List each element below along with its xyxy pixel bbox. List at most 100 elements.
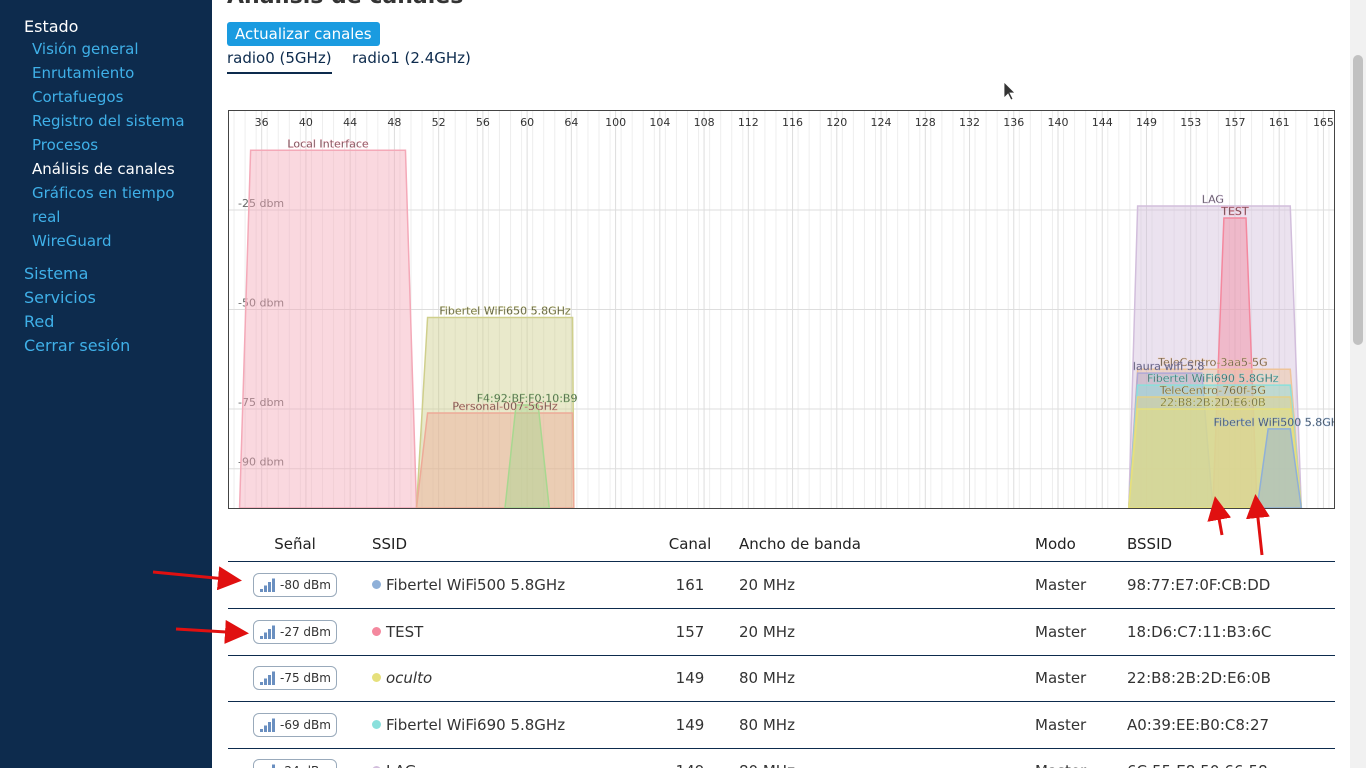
ssid-cell: oculto	[372, 669, 432, 687]
x-tick-label: 48	[387, 116, 401, 129]
network-label: LAG	[1202, 193, 1224, 206]
column-header: BSSID	[1127, 535, 1173, 553]
width-cell: 80 MHz	[739, 762, 795, 768]
x-tick-label: 153	[1180, 116, 1201, 129]
ssid-text: oculto	[386, 669, 433, 687]
channel-cell: 157	[675, 622, 705, 641]
x-tick-label: 149	[1136, 116, 1157, 129]
nav-section[interactable]: Estado	[24, 17, 79, 36]
signal-text: -75 dBm	[280, 671, 331, 685]
signal-bar	[272, 718, 275, 732]
channel-cell: 149	[675, 715, 705, 734]
signal-text: -24 dBm	[280, 760, 331, 768]
signal-bar	[268, 628, 271, 639]
x-tick-label: 56	[476, 116, 490, 129]
mode-cell: Master	[1035, 715, 1087, 734]
nav-section[interactable]: Servicios	[24, 288, 96, 307]
signal-text: -27 dBm	[280, 624, 331, 639]
network-label: Fibertel WiFi690 5.8GHz	[1147, 372, 1279, 385]
x-tick-label: 104	[649, 116, 670, 129]
nav-section[interactable]: Cerrar sesión	[24, 336, 131, 355]
channel-cell: 161	[675, 576, 705, 594]
nav-item[interactable]: Análisis de canales	[32, 160, 175, 178]
sidebar: Estado Visión general Enrutamiento Cortafue…	[0, 0, 212, 768]
channel-cell: 149	[630, 762, 750, 768]
x-tick-label: 136	[1003, 116, 1024, 129]
signal-bar	[260, 589, 263, 592]
x-tick-label: 112	[738, 116, 759, 129]
signal-badge: -69 dBm	[253, 712, 337, 737]
refresh-button[interactable]: Actualizar canales	[227, 22, 380, 46]
x-tick-label: 128	[915, 116, 936, 129]
scrollbar[interactable]	[1350, 0, 1366, 768]
signal-bar	[264, 585, 267, 592]
signal-icon	[260, 718, 275, 732]
x-tick-label: 140	[1048, 116, 1069, 129]
ssid-color-dot	[372, 580, 381, 589]
signal-icon	[260, 625, 275, 639]
network-label: Local Interface	[287, 137, 368, 150]
tab[interactable]: radio1 (2.4GHz)	[352, 49, 471, 67]
nav-item[interactable]: Cortafuegos	[32, 88, 124, 106]
signal-bar	[264, 678, 267, 685]
x-tick-label: 120	[826, 116, 847, 129]
bssid-cell: 6C:55:E8:50:66:58	[1127, 762, 1268, 768]
bssid-cell: 18:D6:C7:11:B3:6C	[1127, 622, 1272, 641]
channel-cell: 149	[675, 669, 705, 687]
width-cell: 20 MHz	[739, 622, 795, 641]
scrollbar-thumb[interactable]	[1353, 55, 1363, 345]
chart-border	[228, 110, 1335, 509]
nav-item[interactable]: Procesos	[32, 136, 99, 154]
nav-item[interactable]: Gráficos en tiempo real	[32, 184, 175, 226]
mode-cell: Master	[1035, 622, 1087, 641]
page-title: Análisis de canales	[227, 0, 463, 9]
signal-icon	[260, 671, 275, 685]
tab[interactable]: radio0 (5GHz)	[227, 48, 332, 74]
column-header: SSID	[372, 535, 408, 553]
signal-text: -69 dBm	[280, 717, 331, 732]
ssid-cell: Fibertel WiFi500 5.8GHz	[372, 576, 565, 594]
ssid-color-dot	[372, 719, 381, 729]
signal-bar	[260, 682, 263, 685]
nav-item[interactable]: Enrutamiento	[32, 64, 135, 82]
x-tick-label: 36	[255, 116, 269, 129]
row-rule	[228, 608, 1335, 609]
nav-item[interactable]: WireGuard	[32, 232, 112, 250]
network-signal	[415, 412, 575, 509]
signal-bar	[268, 582, 271, 592]
x-tick-label: 108	[694, 116, 715, 129]
x-tick-label: 161	[1269, 116, 1290, 129]
x-tick-label: 124	[871, 116, 892, 129]
channel-chart: 36 40 44 48 52 56 60 64 100 104 108 112 116 120 124 128…	[228, 110, 1335, 509]
bssid-cell: A0:39:EE:B0:C8:27	[1127, 715, 1270, 734]
network-label: F4:92:BF:F0:10:B9	[477, 392, 578, 405]
nav-item[interactable]: Registro del sistema	[32, 112, 185, 130]
network-label: Personal-007-5GHz	[452, 400, 557, 413]
network-label: TeleCentro-3aa5-5G	[1157, 356, 1267, 369]
mode-cell: Master	[1035, 762, 1086, 768]
ssid-cell: LAG	[372, 762, 416, 768]
signal-bar	[272, 578, 275, 592]
mode-cell: Master	[1035, 576, 1087, 594]
column-header: Señal	[274, 535, 316, 553]
nav-section[interactable]: Sistema	[24, 264, 89, 283]
width-cell: 80 MHz	[739, 715, 795, 734]
mode-cell: Master	[1035, 669, 1087, 687]
nav-section[interactable]: Red	[24, 312, 55, 331]
ssid-text: Fibertel WiFi500 5.8GHz	[386, 576, 566, 594]
signal-text: -80 dBm	[280, 578, 331, 592]
signal-icon	[272, 764, 275, 768]
ssid-color-dot	[372, 673, 381, 682]
ssid-color-dot	[372, 766, 381, 768]
x-tick-label: 157	[1224, 116, 1245, 129]
signal-bar	[272, 625, 275, 639]
nav-item[interactable]: Visión general	[32, 40, 139, 58]
signal-bar	[268, 721, 271, 732]
x-tick-label: 64	[564, 116, 578, 129]
x-tick-label: 132	[959, 116, 980, 129]
y-tick-label: -50 dbm	[238, 297, 284, 310]
ssid-text: Fibertel WiFi690 5.8GHz	[386, 715, 566, 734]
header-rule	[228, 561, 1335, 562]
signal-bar	[260, 728, 263, 732]
